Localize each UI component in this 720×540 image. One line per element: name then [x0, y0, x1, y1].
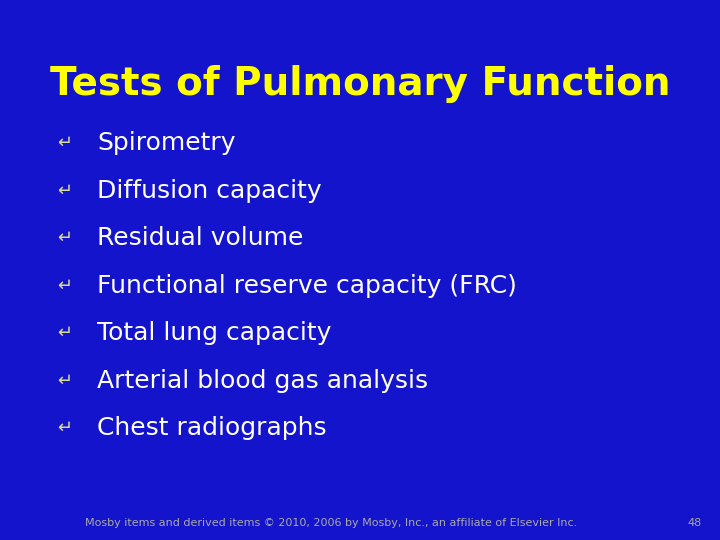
Text: ↵: ↵: [57, 276, 73, 295]
Text: 48: 48: [688, 518, 702, 528]
Text: Diffusion capacity: Diffusion capacity: [97, 179, 322, 202]
Text: Mosby items and derived items © 2010, 2006 by Mosby, Inc., an affiliate of Elsev: Mosby items and derived items © 2010, 20…: [85, 518, 577, 528]
Text: Spirometry: Spirometry: [97, 131, 235, 155]
Text: Total lung capacity: Total lung capacity: [97, 321, 332, 345]
Text: Arterial blood gas analysis: Arterial blood gas analysis: [97, 369, 428, 393]
Text: ↵: ↵: [57, 419, 73, 437]
Text: ↵: ↵: [57, 372, 73, 390]
Text: Chest radiographs: Chest radiographs: [97, 416, 327, 440]
Text: Tests of Pulmonary Function: Tests of Pulmonary Function: [50, 65, 670, 103]
Text: Residual volume: Residual volume: [97, 226, 304, 250]
Text: Functional reserve capacity (FRC): Functional reserve capacity (FRC): [97, 274, 517, 298]
Text: ↵: ↵: [57, 229, 73, 247]
Text: ↵: ↵: [57, 324, 73, 342]
Text: ↵: ↵: [57, 181, 73, 200]
Text: ↵: ↵: [57, 134, 73, 152]
